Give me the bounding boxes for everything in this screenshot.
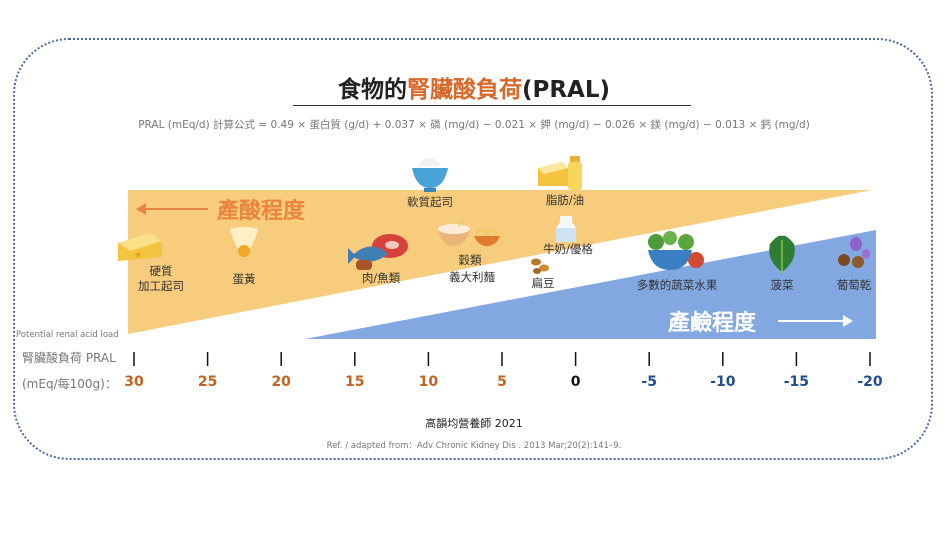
label-meat-fish: 肉/魚類 <box>361 271 401 285</box>
hard-cheese-icon <box>118 233 162 261</box>
spinach-icon <box>769 235 795 274</box>
fat-oil-icon <box>538 156 582 190</box>
raisins-icon <box>838 237 870 268</box>
legumes-icon <box>531 258 549 274</box>
axis-ticks <box>133 352 871 366</box>
axis-tick-label: -20 <box>857 374 883 390</box>
soft-cheese-icon <box>412 158 448 192</box>
axis-tick-label: 5 <box>497 374 507 390</box>
egg-yolk-icon <box>230 227 258 257</box>
label-grains: 穀類 <box>458 253 482 267</box>
title-underline <box>293 105 691 106</box>
axis-tick-label: 25 <box>197 374 218 390</box>
label-spinach: 菠菜 <box>770 278 794 292</box>
axis-tick-label: 0 <box>570 374 581 390</box>
grains-pasta-icon <box>438 217 500 246</box>
axis-title: 腎臟酸負荷 PRAL <box>22 351 116 365</box>
axis-tick-label: 10 <box>418 374 439 390</box>
alkali-arrow-icon <box>778 315 853 327</box>
axis-note: Potential renal acid load <box>16 330 119 340</box>
axis-unit: (mEq/每100g)： <box>22 377 117 391</box>
axis-tick-label: 30 <box>124 374 144 390</box>
label-raisins: 葡萄乾 <box>836 278 872 292</box>
label-pasta: 義大利麵 <box>449 270 495 284</box>
label-milk-yogurt: 牛奶/優格 <box>543 242 593 256</box>
label-egg-yolk: 蛋黃 <box>232 272 256 286</box>
label-soft-cheese: 軟質起司 <box>407 195 453 209</box>
pral-formula: PRAL (mEq/d) 計算公式 = 0.49 × 蛋白質 (g/d) + 0… <box>138 119 810 131</box>
acid-arrow-icon <box>136 203 208 215</box>
author-credit: 高韻均營養師 2021 <box>425 417 523 430</box>
axis-tick-label: 15 <box>345 374 365 390</box>
label-veg-fruit: 多數的蔬菜水果 <box>636 278 718 292</box>
acid-level-label: 產酸程度 <box>217 199 306 224</box>
axis-tick-label: 20 <box>271 374 291 390</box>
page-title: 食物的腎臟酸負荷(PRAL) <box>337 77 611 103</box>
reference-citation: Ref. / adapted from：Adv Chronic Kidney D… <box>326 441 622 451</box>
label-fat-oil: 脂肪/油 <box>545 193 585 207</box>
dotted-frame <box>13 38 933 460</box>
alkali-band <box>305 230 876 339</box>
vegetables-fruit-icon <box>648 231 704 270</box>
axis-tick-label: -15 <box>783 374 810 390</box>
milk-yogurt-icon <box>556 216 576 242</box>
alkali-level-label: 產鹼程度 <box>668 311 757 336</box>
label-legumes: 扁豆 <box>531 276 555 290</box>
axis-tick-label: -10 <box>710 374 736 390</box>
meat-fish-icon <box>348 234 408 270</box>
acid-band <box>128 190 872 334</box>
label-hard-cheese: 硬質 加工起司 <box>138 264 184 293</box>
axis-tick-label: -5 <box>641 374 657 390</box>
